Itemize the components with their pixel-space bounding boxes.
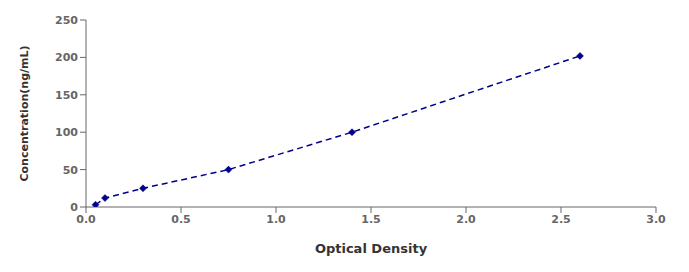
svg-text:0.5: 0.5 (171, 213, 191, 226)
svg-text:2.0: 2.0 (456, 213, 476, 226)
svg-text:Concentration(ng/mL): Concentration(ng/mL) (18, 45, 31, 181)
svg-text:Optical Density: Optical Density (315, 241, 428, 256)
svg-text:200: 200 (55, 51, 78, 64)
svg-text:0.0: 0.0 (76, 213, 96, 226)
svg-text:100: 100 (55, 126, 78, 139)
svg-text:3.0: 3.0 (646, 213, 666, 226)
svg-text:0: 0 (70, 201, 78, 214)
svg-text:50: 50 (63, 164, 79, 177)
svg-text:150: 150 (55, 89, 78, 102)
svg-text:1.0: 1.0 (266, 213, 286, 226)
svg-text:2.5: 2.5 (551, 213, 571, 226)
svg-text:250: 250 (55, 14, 78, 27)
svg-text:1.5: 1.5 (361, 213, 381, 226)
